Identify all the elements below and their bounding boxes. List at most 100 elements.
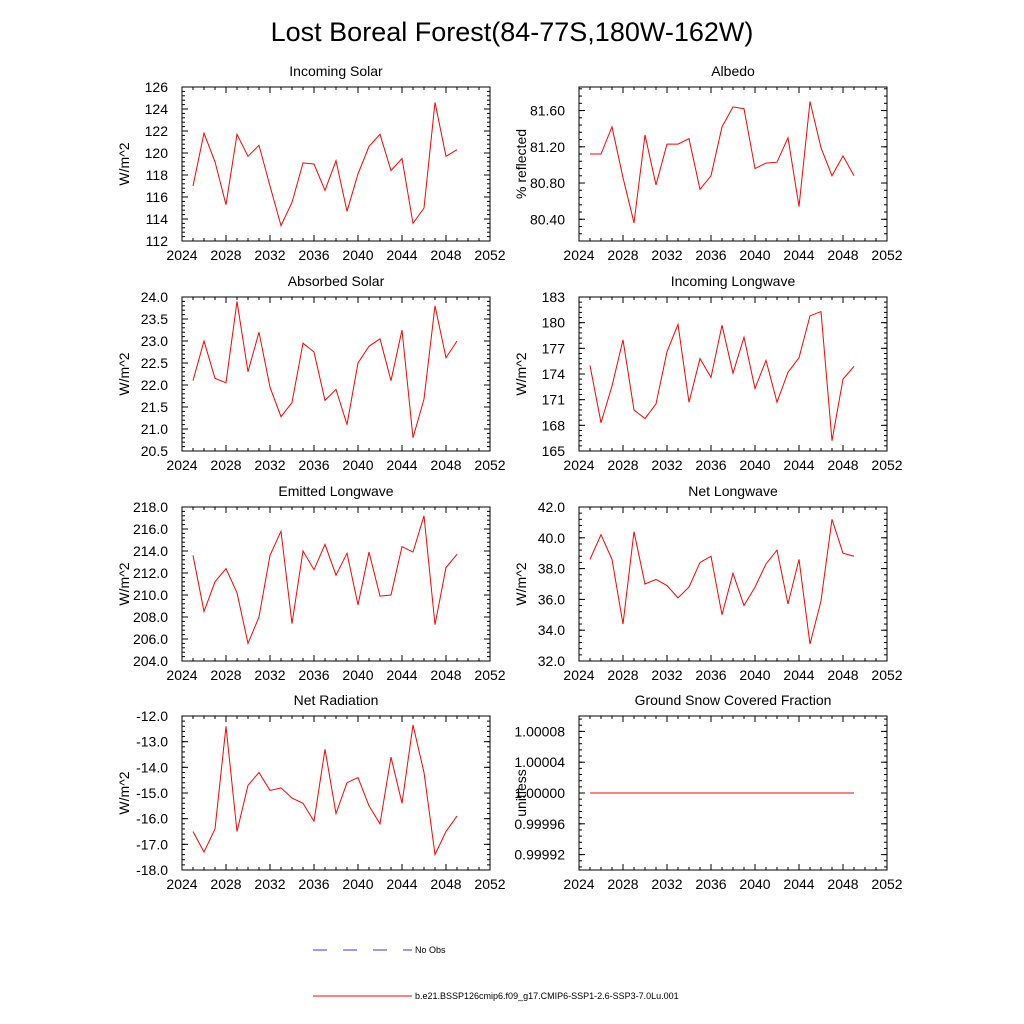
series-line (589, 519, 855, 645)
x-tick-label: 2032 (651, 876, 682, 892)
x-tick-label: 2036 (298, 667, 329, 683)
y-axis-label: % reflected (513, 129, 529, 199)
plot-frame (181, 506, 491, 662)
y-axis-label: W/m^2 (116, 352, 132, 395)
x-tick-label: 2028 (607, 247, 638, 263)
y-tick-label: -16.0 (136, 811, 168, 827)
x-tick-label: 2036 (298, 247, 329, 263)
y-axis-label: W/m^2 (116, 142, 132, 185)
y-tick-label: 116 (146, 189, 169, 205)
y-tick-label: 165 (542, 443, 566, 459)
panel-title: Net Radiation (294, 692, 379, 708)
x-tick-label: 2024 (563, 247, 594, 263)
x-tick-label: 2036 (298, 457, 329, 473)
chart-panel: Emitted Longwave W/m^2 2024 2028 2032 2036 204… (116, 483, 506, 683)
x-tick-label: 2036 (695, 457, 726, 473)
x-tick-label: 2036 (695, 876, 726, 892)
y-tick-label: -17.0 (136, 836, 168, 852)
x-tick-label: 2032 (651, 247, 682, 263)
x-tick-label: 2024 (563, 457, 594, 473)
y-tick-label: 1.00008 (514, 723, 565, 739)
series-line (192, 515, 458, 646)
chart-panel: Net Radiation W/m^2 2024 2028 2032 2036 2040 20… (116, 692, 506, 892)
plot-frame (578, 86, 888, 242)
panel-title: Ground Snow Covered Fraction (635, 692, 832, 708)
y-tick-label: 168 (542, 417, 566, 433)
chart-panel: Absorbed Solar W/m^2 2024 2028 2032 2036 2040 2… (116, 273, 506, 473)
x-tick-label: 2040 (342, 876, 373, 892)
x-tick-label: 2032 (254, 667, 285, 683)
panel-title: Emitted Longwave (278, 483, 393, 499)
y-tick-label: 21.0 (141, 421, 168, 437)
x-tick-label: 2048 (430, 667, 461, 683)
y-tick-label: 208.0 (133, 609, 168, 625)
y-tick-label: 24.0 (141, 289, 168, 305)
x-tick-label: 2052 (474, 457, 505, 473)
y-tick-label: 0.99992 (514, 847, 565, 863)
x-tick-label: 2032 (254, 247, 285, 263)
plot-frame (578, 506, 888, 662)
y-tick-label: 126 (145, 79, 169, 95)
x-tick-label: 2032 (254, 876, 285, 892)
panel-title: Incoming Longwave (671, 273, 796, 289)
y-tick-label: 210.0 (133, 587, 168, 603)
y-tick-label: 42.0 (538, 499, 565, 515)
series-line (192, 301, 458, 438)
x-tick-label: 2028 (210, 876, 241, 892)
y-tick-label: 36.0 (538, 591, 565, 607)
x-tick-label: 2024 (166, 876, 197, 892)
x-tick-label: 2040 (342, 667, 373, 683)
panel-title: Incoming Solar (289, 63, 383, 79)
x-tick-label: 2028 (607, 457, 638, 473)
y-tick-label: 114 (146, 211, 169, 227)
x-tick-label: 2052 (474, 247, 505, 263)
x-tick-label: 2024 (563, 667, 594, 683)
x-tick-label: 2028 (607, 667, 638, 683)
x-tick-label: 2024 (166, 247, 197, 263)
legend: No Obs b.e21.BSSP126cmip6.f09_g17.CMIP6-… (313, 945, 679, 1001)
y-tick-label: 1.00004 (514, 754, 565, 770)
chart-panels: Incoming Solar W/m^2 2024 2028 2032 2036 2040 2… (116, 63, 903, 892)
x-tick-label: 2028 (607, 876, 638, 892)
y-tick-label: -12.0 (136, 708, 168, 724)
x-tick-label: 2052 (871, 876, 902, 892)
y-tick-label: 20.5 (141, 443, 168, 459)
x-tick-label: 2032 (651, 667, 682, 683)
panel-title: Absorbed Solar (288, 273, 385, 289)
series-line (589, 310, 855, 441)
x-tick-label: 2044 (783, 667, 814, 683)
x-tick-label: 2044 (386, 667, 417, 683)
y-tick-label: 216.0 (133, 521, 168, 537)
y-tick-label: 1.00000 (514, 785, 565, 801)
y-axis-label: W/m^2 (513, 562, 529, 605)
chart-panel: Net Longwave W/m^2 2024 2028 2032 2036 2040 204… (513, 483, 903, 683)
panel-title: Net Longwave (688, 483, 778, 499)
y-tick-label: 171 (542, 392, 566, 408)
x-tick-label: 2040 (342, 247, 373, 263)
x-tick-label: 2052 (474, 667, 505, 683)
y-tick-label: 80.40 (530, 211, 565, 227)
x-tick-label: 2048 (827, 247, 858, 263)
y-tick-label: 0.99996 (514, 816, 565, 832)
y-tick-label: 34.0 (538, 622, 565, 638)
series-line (192, 102, 458, 228)
y-tick-label: 212.0 (133, 565, 168, 581)
y-tick-label: 21.5 (141, 399, 168, 415)
legend-no-obs-label: No Obs (415, 945, 446, 955)
x-tick-label: 2040 (739, 457, 770, 473)
y-tick-label: 22.5 (141, 355, 168, 371)
chart-panel: Albedo % reflected 2024 2028 2032 2036 2040 204… (513, 63, 903, 263)
y-tick-label: 112 (146, 233, 169, 249)
plot-frame (181, 296, 491, 452)
y-tick-label: -13.0 (136, 734, 168, 750)
chart-panel: Incoming Longwave W/m^2 2024 2028 2032 2036 20… (513, 273, 903, 473)
y-axis-label: unitless (513, 769, 529, 816)
y-tick-label: -18.0 (136, 862, 168, 878)
y-tick-label: 23.5 (141, 311, 168, 327)
x-tick-label: 2044 (386, 457, 417, 473)
x-tick-label: 2024 (563, 876, 594, 892)
x-tick-label: 2028 (210, 457, 241, 473)
plot-frame (181, 86, 491, 242)
x-tick-label: 2052 (871, 247, 902, 263)
